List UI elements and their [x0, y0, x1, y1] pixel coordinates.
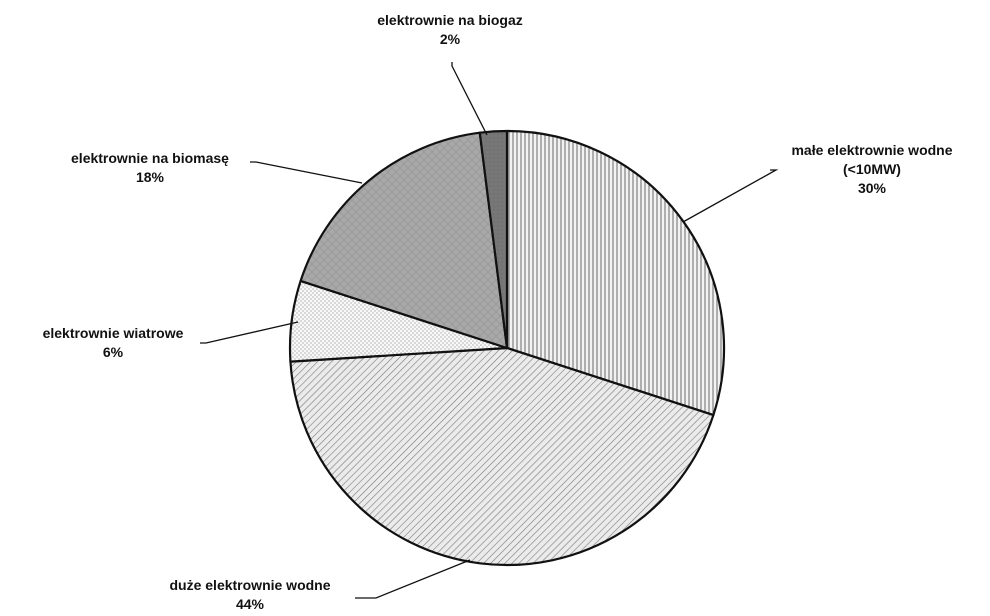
slice-percent: 2%: [440, 31, 461, 47]
leader-line-elektrownie-na-biogaz: [451, 62, 488, 136]
leader-line-du-e-elektrownie-wodne: [355, 559, 471, 599]
leader-line-elektrownie-wiatrowe: [200, 321, 299, 344]
leader-lines: [200, 62, 779, 599]
pie-slice-du-e-elektrownie-wodne: [289, 346, 715, 567]
slice-percent: 6%: [103, 344, 124, 360]
slice-name-line: duże elektrownie wodne: [169, 577, 330, 593]
pie-slices: [288, 129, 726, 567]
slice-label-elektrownie-na-biomas: elektrownie na biomasę 18%: [71, 150, 229, 185]
slice-percent: 18%: [136, 169, 165, 185]
slice-label-ma-e-elektrownie-wodne: małe elektrownie wodne (<10MW) 30%: [791, 142, 952, 196]
slice-label-elektrownie-na-biogaz: elektrownie na biogaz 2%: [377, 12, 522, 47]
pie-slice-elektrownie-na-biogaz: [478, 129, 509, 350]
slice-name-line: elektrownie wiatrowe: [43, 325, 184, 341]
slice-name-line: elektrownie na biomasę: [71, 150, 229, 166]
leader-line-elektrownie-na-biomas: [250, 161, 363, 184]
slice-label-du-e-elektrownie-wodne: duże elektrownie wodne 44%: [169, 577, 330, 612]
pie-slice-elektrownie-na-biomas: [299, 131, 509, 350]
slice-labels: małe elektrownie wodne (<10MW) 30% duże ele…: [43, 12, 953, 612]
slice-name-line: elektrownie na biogaz: [377, 12, 522, 28]
slice-label-elektrownie-wiatrowe: elektrownie wiatrowe 6%: [43, 325, 184, 360]
slice-percent: 44%: [236, 596, 265, 612]
slice-name-line: małe elektrownie wodne: [791, 142, 952, 158]
slice-name-line: (<10MW): [843, 161, 901, 177]
leader-line-ma-e-elektrownie-wodne: [682, 169, 779, 223]
slice-percent: 30%: [858, 180, 887, 196]
pie-slice-ma-e-elektrownie-wodne: [505, 129, 726, 417]
